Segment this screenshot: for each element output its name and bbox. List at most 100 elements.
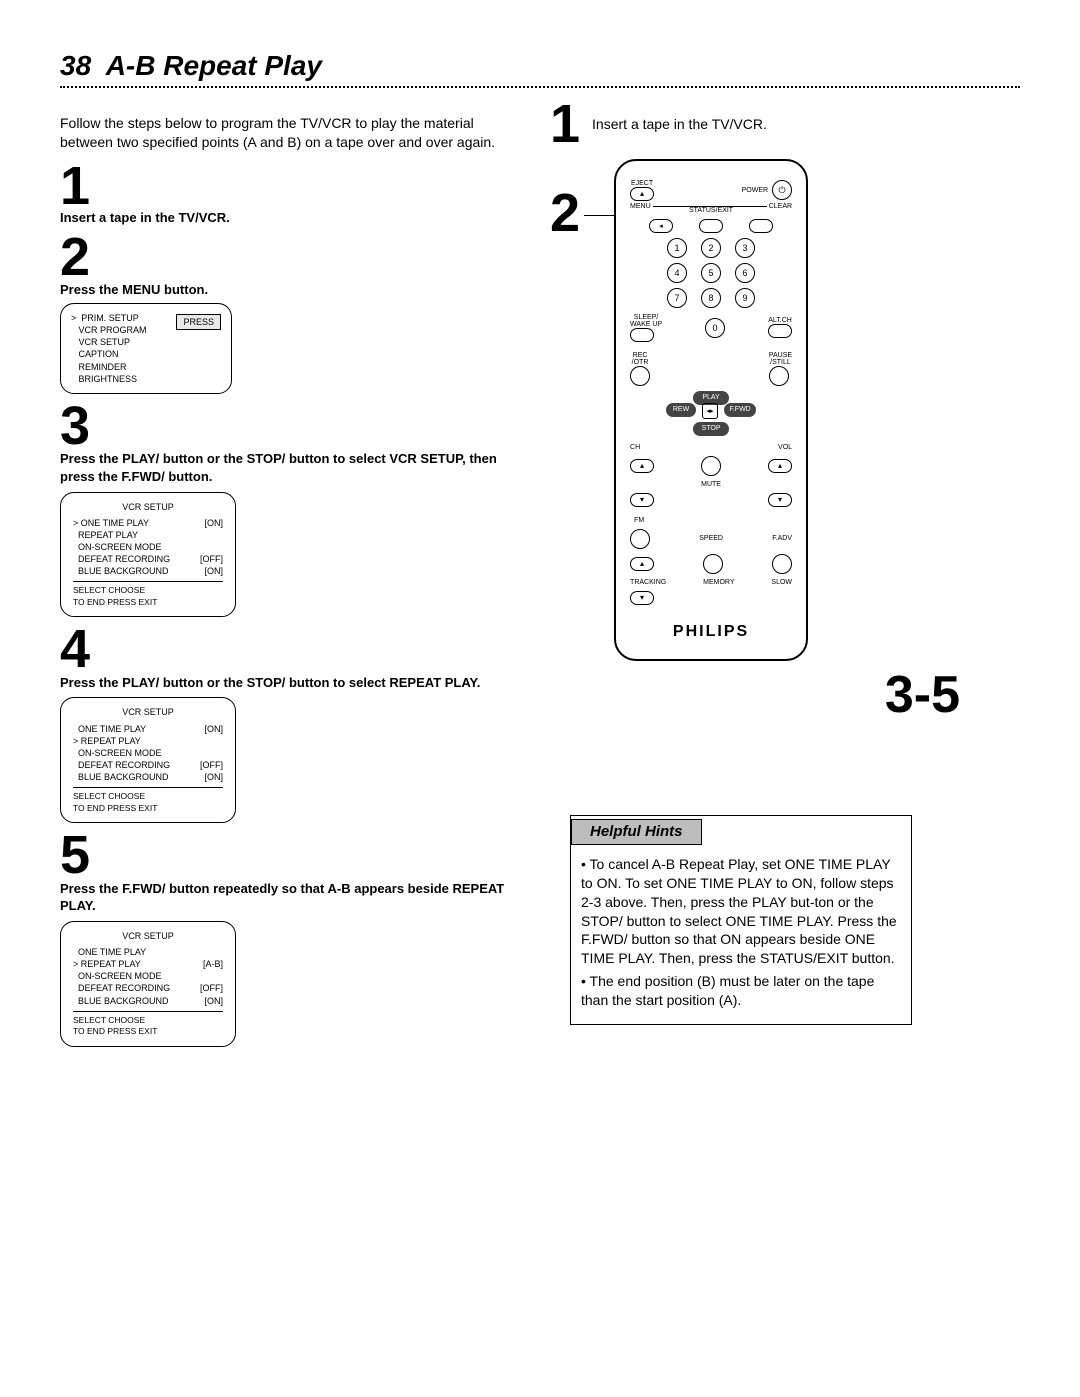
osd-row: ON-SCREEN MODE — [73, 970, 223, 982]
vcr-setup-osd-2: VCR SETUP ONE TIME PLAY[ON]> REPEAT PLAY… — [60, 697, 236, 823]
osd-title: VCR SETUP — [73, 706, 223, 718]
hint-2-text: The end position (B) must be later on th… — [581, 973, 874, 1008]
digit-0-label: 0 — [713, 323, 718, 333]
fm-label: FM — [626, 517, 796, 524]
menu-button[interactable]: ◂ — [649, 219, 673, 233]
osd-row: ONE TIME PLAY[ON] — [73, 723, 223, 735]
digit-4-button[interactable]: 4 — [667, 263, 687, 283]
menu-osd-item: BRIGHTNESS — [71, 373, 221, 385]
step-4-number: 4 — [60, 625, 520, 674]
rec-label: REC /OTR — [630, 352, 650, 366]
menu-osd: > PRIM. SETUP VCR PROGRAM VCR SETUP CAPT… — [60, 303, 232, 394]
mute-label: MUTE — [626, 481, 796, 488]
eject-label: EJECT — [630, 180, 654, 187]
step-1-number: 1 — [60, 162, 520, 211]
altch-button[interactable] — [768, 324, 792, 338]
tracking-up-button[interactable]: ▴ — [630, 557, 654, 571]
ffwd-label: F.FWD — [729, 406, 750, 413]
step-5-number: 5 — [60, 831, 520, 880]
clear-label: CLEAR — [767, 203, 794, 210]
osd-row: BLUE BACKGROUND[ON] — [73, 995, 223, 1007]
helpful-hints-title: Helpful Hints — [571, 819, 702, 845]
digit-2-button[interactable]: 2 — [701, 238, 721, 258]
osd-row: ONE TIME PLAY — [73, 946, 223, 958]
digit-pad: 123 456 789 — [626, 238, 796, 308]
osd-row: DEFEAT RECORDING[OFF] — [73, 759, 223, 771]
fm-button[interactable] — [630, 529, 650, 549]
power-button[interactable]: ⏻ — [772, 180, 792, 200]
page-heading: A-B Repeat Play — [106, 50, 322, 81]
vol-down-button[interactable]: ▾ — [768, 493, 792, 507]
brand-logo: PHILIPS — [626, 623, 796, 641]
ch-down-button[interactable]: ▾ — [630, 493, 654, 507]
osd-row: > REPEAT PLAY[A-B] — [73, 958, 223, 970]
rew-label: REW — [673, 406, 689, 413]
remote-control: EJECT ▴ POWER ⏻ MENU STATUS/EXIT CLEAR — [614, 159, 808, 661]
dpad-center[interactable]: ◂▸ — [702, 403, 718, 419]
osd-row: BLUE BACKGROUND[ON] — [73, 771, 223, 783]
vol-up-button[interactable]: ▴ — [768, 459, 792, 473]
step-2-number: 2 — [60, 233, 520, 282]
osd-footer: SELECT CHOOSETO END PRESS EXIT — [73, 581, 223, 608]
digit-8-button[interactable]: 8 — [701, 288, 721, 308]
center-button[interactable] — [701, 456, 721, 476]
vol-label: VOL — [778, 444, 792, 451]
vcr-setup-osd-3: VCR SETUP ONE TIME PLAY> REPEAT PLAY[A-B… — [60, 921, 236, 1047]
speed-label: SPEED — [699, 535, 723, 542]
tracking-down-button[interactable]: ▾ — [630, 591, 654, 605]
digit-9-button[interactable]: 9 — [735, 288, 755, 308]
memory-button[interactable] — [703, 554, 723, 574]
digit-0-button[interactable]: 0 — [705, 318, 725, 338]
osd-title: VCR SETUP — [73, 930, 223, 942]
stop-label: STOP — [702, 425, 721, 432]
helpful-hints-box: Helpful Hints • To cancel A-B Repeat Pla… — [570, 815, 912, 1025]
ffwd-button[interactable]: F.FWD — [724, 403, 756, 417]
callout-line-2 — [584, 215, 614, 216]
slow-label: SLOW — [771, 579, 792, 586]
osd-footer: SELECT CHOOSETO END PRESS EXIT — [73, 1011, 223, 1038]
left-column: Follow the steps below to program the TV… — [60, 100, 520, 1051]
osd-row: > ONE TIME PLAY[ON] — [73, 517, 223, 529]
slow-button[interactable] — [772, 554, 792, 574]
clear-button[interactable] — [749, 219, 773, 233]
press-badge: PRESS — [176, 314, 221, 330]
page-title: 38 A-B Repeat Play — [60, 50, 1020, 82]
dotted-divider — [60, 86, 1020, 88]
sleep-label: SLEEP/ WAKE UP — [630, 314, 662, 328]
eject-button[interactable]: ▴ — [630, 187, 654, 201]
osd-row: DEFEAT RECORDING[OFF] — [73, 982, 223, 994]
digit-5-button[interactable]: 5 — [701, 263, 721, 283]
osd-title: VCR SETUP — [73, 501, 223, 513]
digit-6-button[interactable]: 6 — [735, 263, 755, 283]
right-step-1-number: 1 — [550, 100, 580, 149]
power-label: POWER — [742, 187, 768, 194]
pause-label: PAUSE /STILL — [769, 352, 792, 366]
step-4-text: Press the PLAY/ button or the STOP/ butt… — [60, 674, 520, 692]
status-exit-button[interactable] — [699, 219, 723, 233]
stop-button[interactable]: STOP — [693, 422, 729, 436]
osd-footer: SELECT CHOOSETO END PRESS EXIT — [73, 787, 223, 814]
status-exit-label: STATUS/EXIT — [687, 207, 735, 214]
rew-button[interactable]: REW — [666, 403, 696, 417]
digit-3-button[interactable]: 3 — [735, 238, 755, 258]
right-step-2-number: 2 — [550, 189, 580, 238]
memory-label: MEMORY — [703, 579, 734, 586]
ch-label: CH — [630, 444, 640, 451]
rec-button[interactable] — [630, 366, 650, 386]
menu-osd-item: CAPTION — [71, 348, 221, 360]
menu-osd-item: VCR SETUP — [71, 336, 221, 348]
digit-1-button[interactable]: 1 — [667, 238, 687, 258]
pause-button[interactable] — [769, 366, 789, 386]
osd-row: BLUE BACKGROUND[ON] — [73, 565, 223, 577]
sleep-button[interactable] — [630, 328, 654, 342]
digit-7-button[interactable]: 7 — [667, 288, 687, 308]
ch-up-button[interactable]: ▴ — [630, 459, 654, 473]
altch-label: ALT.CH — [768, 317, 792, 324]
step-3-number: 3 — [60, 402, 520, 451]
page-number: 38 — [60, 50, 91, 81]
intro-text: Follow the steps below to program the TV… — [60, 114, 520, 152]
step-2-text: Press the MENU button. — [60, 282, 520, 297]
play-label: PLAY — [702, 394, 719, 401]
osd-row: DEFEAT RECORDING[OFF] — [73, 553, 223, 565]
tracking-label: TRACKING — [630, 579, 666, 586]
